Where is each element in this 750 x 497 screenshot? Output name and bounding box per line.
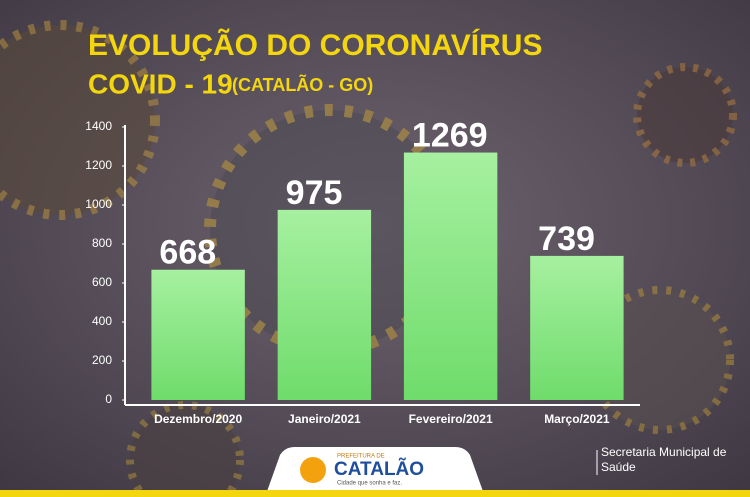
y-tick-label: 400 bbox=[92, 314, 112, 328]
logo-text: CATALÃO bbox=[334, 458, 424, 480]
bar bbox=[530, 255, 624, 400]
value-label: 668 bbox=[159, 234, 216, 272]
x-tick-label: Fevereiro/2021 bbox=[409, 412, 493, 426]
value-label: 975 bbox=[286, 174, 343, 212]
y-tick-label: 200 bbox=[92, 353, 112, 367]
y-tick-label: 1400 bbox=[85, 119, 112, 133]
logo-top: PREFEITURA DE bbox=[337, 454, 385, 460]
footer-band bbox=[0, 490, 750, 497]
y-tick-label: 0 bbox=[105, 392, 112, 406]
bar bbox=[151, 269, 245, 400]
logo-tagline: Cidade que sonha e faz. bbox=[337, 481, 402, 487]
chart-subtitle: COVID - 19 bbox=[88, 68, 233, 99]
x-tick-label: Dezembro/2020 bbox=[154, 412, 242, 426]
x-tick-label: Janeiro/2021 bbox=[288, 412, 361, 426]
bar bbox=[277, 209, 372, 400]
logo-icon bbox=[300, 457, 326, 483]
value-label: 739 bbox=[538, 220, 595, 258]
y-tick-label: 1000 bbox=[85, 197, 112, 211]
bar bbox=[403, 152, 498, 400]
y-tick-label: 600 bbox=[92, 275, 112, 289]
x-tick-label: Março/2021 bbox=[544, 412, 610, 426]
chart-title: EVOLUÇÃO DO CORONAVÍRUS bbox=[88, 28, 542, 62]
credit: Secretaria Municipal de Saúde bbox=[601, 445, 727, 474]
region-label: (CATALÃO - GO) bbox=[232, 74, 373, 95]
value-label: 1269 bbox=[412, 117, 488, 155]
y-tick-label: 1200 bbox=[85, 158, 112, 172]
credit-box: Secretaria Municipal de Saúde bbox=[601, 445, 727, 474]
y-tick-label: 800 bbox=[92, 236, 112, 250]
